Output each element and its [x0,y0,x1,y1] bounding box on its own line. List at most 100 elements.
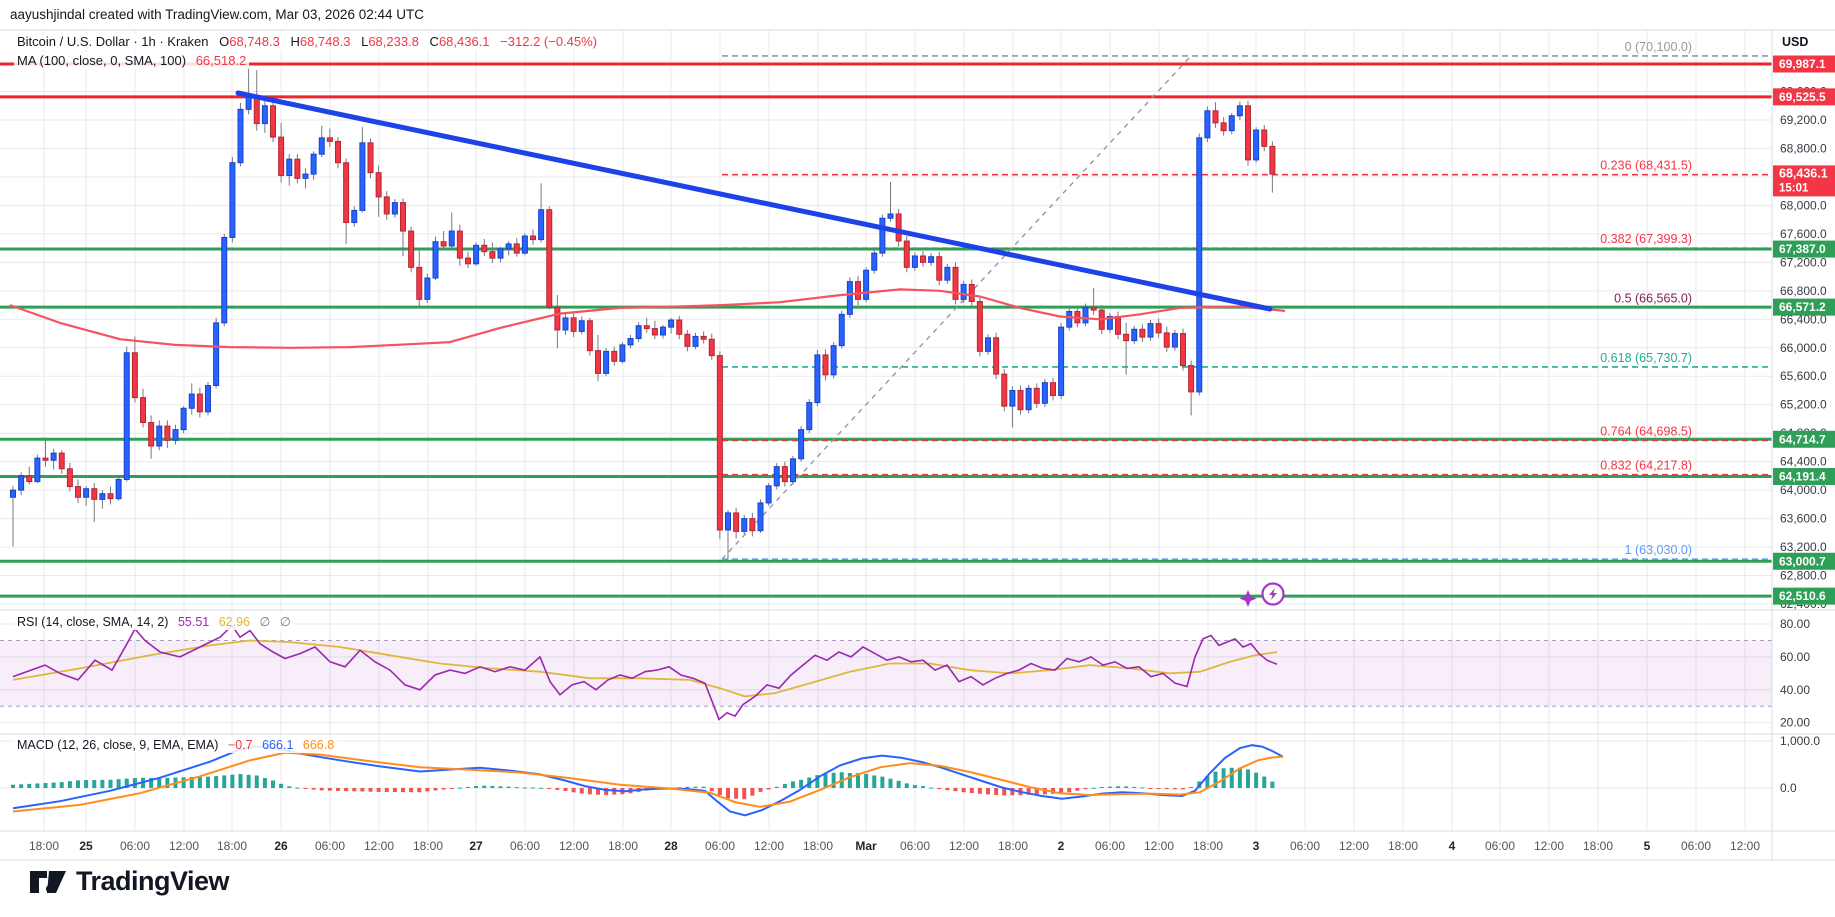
candle [716,355,723,531]
candle [562,317,569,331]
macd-hist-bar [344,788,349,792]
macd-hist-bar [279,783,284,788]
current-price-value: 68,436.1 [1779,166,1828,180]
candle [205,385,211,413]
macd-legend-row[interactable]: MACD (12, 26, close, 9, EMA, EMA) −0.7 6… [14,737,338,753]
candle [871,252,878,271]
macd-hist-bar [977,788,982,794]
macd-hist-bar [392,788,397,793]
time-tick-label: 26 [274,839,288,853]
price-scale[interactable]: USD69,600.069,200.068,800.068,400.068,00… [1772,35,1835,795]
candle [294,158,301,179]
open-label: O [219,34,230,49]
price-tick-label: 63,200.0 [1780,540,1827,554]
macd-hist-bar [929,787,934,789]
candle [790,458,796,483]
candle [1139,328,1146,338]
candle [481,244,488,253]
macd-hist-bar [108,779,113,788]
candle [131,352,138,399]
candle [261,105,268,125]
candle [172,429,179,441]
time-tick-label: 25 [79,839,93,853]
candle [920,255,926,263]
time-tick-label: 5 [1644,839,1651,853]
candle [66,468,73,488]
time-tick-label: 18:00 [803,839,833,853]
fib-label: 0.764 (64,698.5) [1600,424,1692,438]
candle [408,230,415,268]
candle [1196,137,1203,393]
macd-hist-bar [571,788,576,793]
time-tick-label: 06:00 [510,839,540,853]
time-tick-label: 18:00 [413,839,443,853]
macd-hist-bar [19,784,24,788]
candle [1090,306,1097,311]
macd-hist-bar [230,774,235,788]
ma100-line [9,288,1286,349]
macd-hist-bar [1205,775,1210,788]
macd-hist-bar [246,774,251,788]
candle [253,96,260,125]
macd-hist-bar [1246,769,1250,788]
candle [50,452,57,461]
descending-trendline[interactable] [235,90,1273,312]
resistance-badge-bg [1773,88,1835,106]
candle [375,172,382,198]
macd-hist-bar [750,788,755,796]
fib-diagonal[interactable] [721,55,1192,560]
candle [383,196,390,215]
candle [733,512,740,532]
candle [985,337,991,352]
macd-hist-bar [742,788,747,800]
macd-hist-bar [336,788,340,791]
candle [351,209,358,224]
candle [359,142,366,211]
macd-hist-bar [514,787,519,789]
candle [10,489,16,498]
candles [10,66,1276,560]
high-label: H [290,34,300,49]
lightning-marker[interactable] [1239,582,1285,608]
time-tick-label: 06:00 [315,839,345,853]
ma-legend-row[interactable]: MA (100, close, 0, SMA, 100) 66,518.2 [14,52,250,69]
time-axis[interactable]: 18:00 25 06:00 12:00 18:00 26 06:00 12:00 18:00 2… [29,839,1760,853]
tradingview-logo[interactable]: TradingView [30,865,230,897]
price-tick-label: 66,000.0 [1780,341,1827,355]
macd-hist-bar [864,773,869,788]
symbol-legend-row[interactable]: Bitcoin / U.S. Dollar · 1h · Kraken O68,… [14,33,601,50]
fib-label: 0.236 (68,431.5) [1600,159,1692,173]
support-badge-text: 64,191.4 [1779,470,1826,484]
support-badge-text: 66,571.2 [1779,300,1826,314]
macd-hist-bar [937,788,942,790]
macd-hist-bar [401,788,405,793]
candle [148,422,155,447]
candle [26,475,33,483]
rsi-legend-row[interactable]: RSI (14, close, SMA, 14, 2) 55.51 62.96 … [14,613,294,630]
time-tick-label: 06:00 [900,839,930,853]
macd-hist-bar [482,785,487,788]
candle [432,241,439,279]
macd-hist-bar [1099,786,1104,788]
macd-hist-bar [35,783,40,788]
support-badge-bg [1773,240,1835,258]
ma-value: 66,518.2 [195,53,247,68]
macd-hist-bar [1172,788,1177,790]
macd-hist-bar [1034,788,1039,795]
price-tick-label: 69,200.0 [1780,113,1827,127]
macd-hist-bar [311,788,316,790]
macd-hist-bar [945,788,950,791]
macd-hist-bar [961,788,966,793]
candle [773,466,780,487]
macd-tick-label: 1,000.0 [1780,734,1820,748]
macd-hist-bar [1189,787,1194,789]
candle [1236,105,1243,117]
support-badge-bg [1773,298,1835,316]
macd-hist-bar [799,779,804,788]
macd-hist-bar [693,786,698,788]
candle [1041,382,1048,404]
candle [895,213,902,242]
price-tick-label: 65,600.0 [1780,369,1827,383]
